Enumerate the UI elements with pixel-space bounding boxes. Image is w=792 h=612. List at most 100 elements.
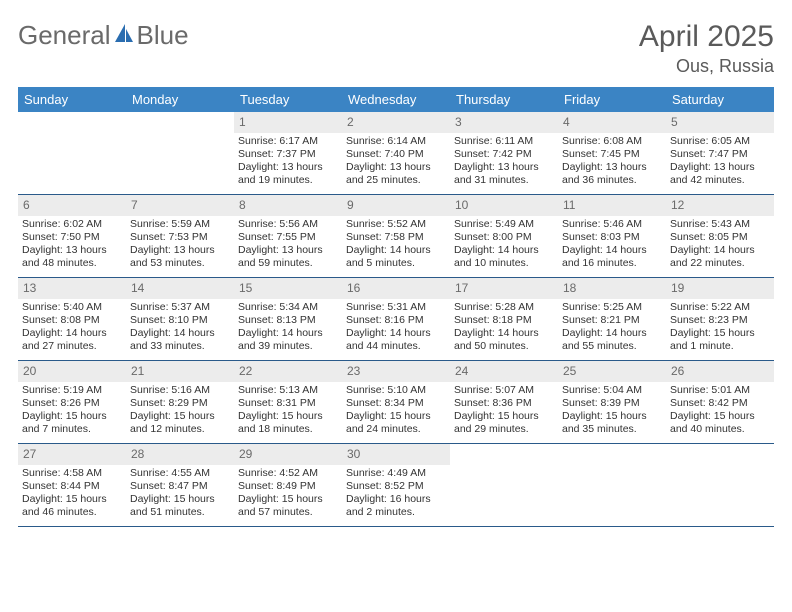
- location-label: Ous, Russia: [639, 56, 774, 77]
- day-cell: 7Sunrise: 5:59 AMSunset: 7:53 PMDaylight…: [126, 195, 234, 277]
- logo-text-general: General: [18, 20, 111, 51]
- day-body: Sunrise: 5:25 AMSunset: 8:21 PMDaylight:…: [558, 299, 666, 358]
- daylight-text: Daylight: 15 hours and 51 minutes.: [130, 493, 230, 519]
- day-cell: 27Sunrise: 4:58 AMSunset: 8:44 PMDayligh…: [18, 444, 126, 526]
- day-cell: 6Sunrise: 6:02 AMSunset: 7:50 PMDaylight…: [18, 195, 126, 277]
- sunset-text: Sunset: 7:45 PM: [562, 148, 662, 161]
- sunrise-text: Sunrise: 6:17 AM: [238, 135, 338, 148]
- day-number: 4: [558, 112, 666, 133]
- sunset-text: Sunset: 7:53 PM: [130, 231, 230, 244]
- day-body: Sunrise: 5:31 AMSunset: 8:16 PMDaylight:…: [342, 299, 450, 358]
- daylight-text: Daylight: 14 hours and 27 minutes.: [22, 327, 122, 353]
- daylight-text: Daylight: 15 hours and 1 minute.: [670, 327, 770, 353]
- day-body: Sunrise: 6:17 AMSunset: 7:37 PMDaylight:…: [234, 133, 342, 192]
- sunset-text: Sunset: 8:39 PM: [562, 397, 662, 410]
- page-header: General Blue April 2025 Ous, Russia: [18, 20, 774, 77]
- daylight-text: Daylight: 13 hours and 59 minutes.: [238, 244, 338, 270]
- day-number: 24: [450, 361, 558, 382]
- sunset-text: Sunset: 8:16 PM: [346, 314, 446, 327]
- day-cell: 24Sunrise: 5:07 AMSunset: 8:36 PMDayligh…: [450, 361, 558, 443]
- day-cell: 28Sunrise: 4:55 AMSunset: 8:47 PMDayligh…: [126, 444, 234, 526]
- day-body: Sunrise: 5:13 AMSunset: 8:31 PMDaylight:…: [234, 382, 342, 441]
- sunset-text: Sunset: 7:40 PM: [346, 148, 446, 161]
- sunrise-text: Sunrise: 5:19 AM: [22, 384, 122, 397]
- sunset-text: Sunset: 7:37 PM: [238, 148, 338, 161]
- brand-logo: General Blue: [18, 20, 189, 51]
- sunrise-text: Sunrise: 5:56 AM: [238, 218, 338, 231]
- daylight-text: Daylight: 13 hours and 36 minutes.: [562, 161, 662, 187]
- day-body: Sunrise: 5:28 AMSunset: 8:18 PMDaylight:…: [450, 299, 558, 358]
- sunset-text: Sunset: 8:08 PM: [22, 314, 122, 327]
- daylight-text: Daylight: 13 hours and 42 minutes.: [670, 161, 770, 187]
- day-of-week-header: SundayMondayTuesdayWednesdayThursdayFrid…: [18, 87, 774, 112]
- day-body: Sunrise: 5:43 AMSunset: 8:05 PMDaylight:…: [666, 216, 774, 275]
- daylight-text: Daylight: 15 hours and 57 minutes.: [238, 493, 338, 519]
- day-number: 9: [342, 195, 450, 216]
- day-number: 2: [342, 112, 450, 133]
- sunrise-text: Sunrise: 5:31 AM: [346, 301, 446, 314]
- day-number: 16: [342, 278, 450, 299]
- week-row: 27Sunrise: 4:58 AMSunset: 8:44 PMDayligh…: [18, 444, 774, 527]
- day-cell: 12Sunrise: 5:43 AMSunset: 8:05 PMDayligh…: [666, 195, 774, 277]
- day-number: 7: [126, 195, 234, 216]
- day-cell: 14Sunrise: 5:37 AMSunset: 8:10 PMDayligh…: [126, 278, 234, 360]
- sunrise-text: Sunrise: 4:55 AM: [130, 467, 230, 480]
- daylight-text: Daylight: 15 hours and 12 minutes.: [130, 410, 230, 436]
- week-row: 6Sunrise: 6:02 AMSunset: 7:50 PMDaylight…: [18, 195, 774, 278]
- day-number: 27: [18, 444, 126, 465]
- day-cell: [450, 444, 558, 526]
- sunrise-text: Sunrise: 5:49 AM: [454, 218, 554, 231]
- day-cell: 13Sunrise: 5:40 AMSunset: 8:08 PMDayligh…: [18, 278, 126, 360]
- daylight-text: Daylight: 15 hours and 35 minutes.: [562, 410, 662, 436]
- day-cell: 23Sunrise: 5:10 AMSunset: 8:34 PMDayligh…: [342, 361, 450, 443]
- day-body: Sunrise: 5:04 AMSunset: 8:39 PMDaylight:…: [558, 382, 666, 441]
- sunrise-text: Sunrise: 5:16 AM: [130, 384, 230, 397]
- sunset-text: Sunset: 8:49 PM: [238, 480, 338, 493]
- daylight-text: Daylight: 13 hours and 31 minutes.: [454, 161, 554, 187]
- sail-icon: [113, 22, 135, 49]
- day-body: Sunrise: 6:05 AMSunset: 7:47 PMDaylight:…: [666, 133, 774, 192]
- day-number: 22: [234, 361, 342, 382]
- sunrise-text: Sunrise: 4:52 AM: [238, 467, 338, 480]
- daylight-text: Daylight: 15 hours and 40 minutes.: [670, 410, 770, 436]
- sunrise-text: Sunrise: 5:43 AM: [670, 218, 770, 231]
- sunset-text: Sunset: 7:55 PM: [238, 231, 338, 244]
- day-body: Sunrise: 5:46 AMSunset: 8:03 PMDaylight:…: [558, 216, 666, 275]
- day-number: 19: [666, 278, 774, 299]
- day-number: 5: [666, 112, 774, 133]
- daylight-text: Daylight: 14 hours and 22 minutes.: [670, 244, 770, 270]
- day-number: 25: [558, 361, 666, 382]
- day-cell: 15Sunrise: 5:34 AMSunset: 8:13 PMDayligh…: [234, 278, 342, 360]
- day-number: 13: [18, 278, 126, 299]
- daylight-text: Daylight: 16 hours and 2 minutes.: [346, 493, 446, 519]
- day-number: 14: [126, 278, 234, 299]
- sunrise-text: Sunrise: 5:34 AM: [238, 301, 338, 314]
- dow-cell: Sunday: [18, 87, 126, 112]
- sunrise-text: Sunrise: 5:46 AM: [562, 218, 662, 231]
- day-cell: 4Sunrise: 6:08 AMSunset: 7:45 PMDaylight…: [558, 112, 666, 194]
- day-number: 8: [234, 195, 342, 216]
- day-number: 15: [234, 278, 342, 299]
- sunset-text: Sunset: 8:05 PM: [670, 231, 770, 244]
- sunrise-text: Sunrise: 5:07 AM: [454, 384, 554, 397]
- sunrise-text: Sunrise: 4:49 AM: [346, 467, 446, 480]
- day-cell: 11Sunrise: 5:46 AMSunset: 8:03 PMDayligh…: [558, 195, 666, 277]
- sunrise-text: Sunrise: 5:10 AM: [346, 384, 446, 397]
- sunset-text: Sunset: 8:42 PM: [670, 397, 770, 410]
- dow-cell: Thursday: [450, 87, 558, 112]
- dow-cell: Friday: [558, 87, 666, 112]
- calendar-page: General Blue April 2025 Ous, Russia Sund…: [0, 0, 792, 537]
- title-block: April 2025 Ous, Russia: [639, 20, 774, 77]
- day-cell: 5Sunrise: 6:05 AMSunset: 7:47 PMDaylight…: [666, 112, 774, 194]
- day-cell: 10Sunrise: 5:49 AMSunset: 8:00 PMDayligh…: [450, 195, 558, 277]
- daylight-text: Daylight: 15 hours and 18 minutes.: [238, 410, 338, 436]
- daylight-text: Daylight: 14 hours and 39 minutes.: [238, 327, 338, 353]
- sunset-text: Sunset: 7:47 PM: [670, 148, 770, 161]
- sunset-text: Sunset: 8:03 PM: [562, 231, 662, 244]
- daylight-text: Daylight: 15 hours and 46 minutes.: [22, 493, 122, 519]
- day-number: 29: [234, 444, 342, 465]
- sunset-text: Sunset: 8:23 PM: [670, 314, 770, 327]
- day-cell: 20Sunrise: 5:19 AMSunset: 8:26 PMDayligh…: [18, 361, 126, 443]
- sunrise-text: Sunrise: 5:59 AM: [130, 218, 230, 231]
- dow-cell: Tuesday: [234, 87, 342, 112]
